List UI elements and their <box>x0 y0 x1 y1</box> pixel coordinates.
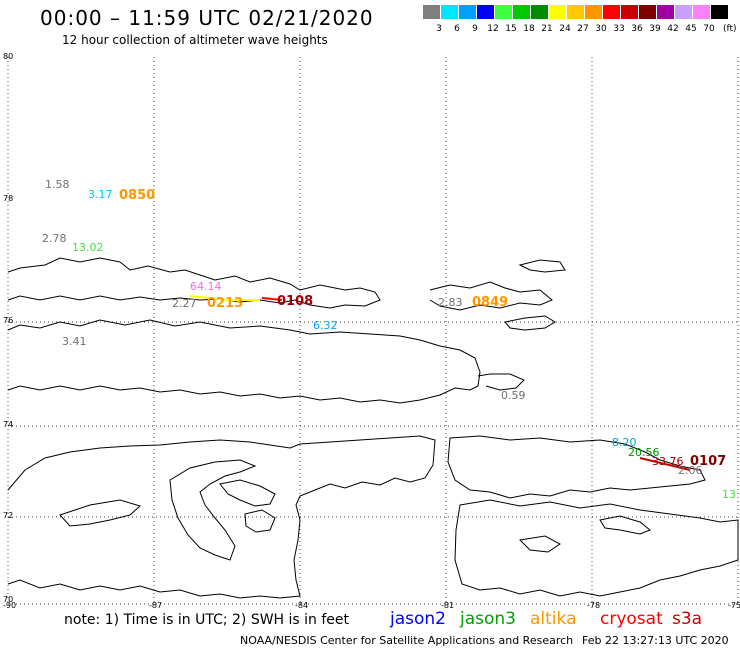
scale-label: 12 <box>487 24 499 34</box>
track-altika <box>189 295 260 301</box>
coastline-nw-point <box>518 259 566 273</box>
coastline-islands-b <box>244 509 276 533</box>
coastline-inner-bay <box>169 459 257 561</box>
pass-time-label: 0213 <box>207 296 244 311</box>
coastline-west-inlet <box>59 499 141 527</box>
scale-label: 70 <box>703 24 715 34</box>
scale-swatch <box>711 5 728 19</box>
wave-height-label: 2.83 <box>438 296 463 309</box>
scale-swatch <box>513 5 530 19</box>
scale-label: 24 <box>559 24 571 34</box>
scale-label: 18 <box>523 24 535 34</box>
page-title: 00:00 – 11:59 UTC 02/21/2020 <box>40 6 374 30</box>
coastline-east-lobe <box>504 315 556 331</box>
pass-time-label: 0108 <box>277 294 314 309</box>
scale-label: 6 <box>454 24 460 34</box>
scale-swatch <box>495 5 512 19</box>
pass-time-label: 0849 <box>472 295 509 310</box>
scale-swatch <box>675 5 692 19</box>
coastline-baffin-west <box>7 435 436 599</box>
scale-unit: (ft) <box>723 24 737 34</box>
satellite-legend-s3a: s3a <box>672 609 703 629</box>
satellite-legend-cryosat: cryosat <box>600 609 663 629</box>
coastline-islands-a <box>219 479 276 507</box>
wave-height-label: 8.20 <box>612 436 637 449</box>
scale-swatch <box>603 5 620 19</box>
lat-label-78: 78 <box>3 194 14 203</box>
satellite-legend-jason2: jason2 <box>390 609 446 629</box>
wave-height-label: 3.41 <box>62 335 87 348</box>
wave-height-label: 3.17 <box>88 188 113 201</box>
scale-label: 27 <box>577 24 589 34</box>
scale-swatch <box>693 5 710 19</box>
scale-swatch <box>531 5 548 19</box>
scale-label: 3 <box>436 24 442 34</box>
scale-label: 36 <box>631 24 643 34</box>
coastlines <box>7 257 739 599</box>
scale-label: 15 <box>505 24 517 34</box>
wave-height-label: 20.56 <box>628 446 660 459</box>
scale-swatch <box>567 5 584 19</box>
scale-label: 39 <box>649 24 661 34</box>
generation-timestamp: Feb 22 13:27:13 UTC 2020 <box>582 634 729 647</box>
credit-line: NOAA/NESDIS Center for Satellite Applica… <box>240 634 574 647</box>
wave-height-label: 2.27 <box>172 297 197 310</box>
coastline-mid-east-spur <box>477 373 525 391</box>
graticule <box>7 57 739 605</box>
coastline-southeast <box>454 499 739 597</box>
scale-label: 9 <box>472 24 478 34</box>
wave-height-label: 13.02 <box>72 241 104 254</box>
scale-swatch <box>423 5 440 19</box>
lat-label-70: 70 <box>3 595 14 604</box>
coastline-mid-island <box>7 319 481 404</box>
pass-time-label: 0107 <box>690 454 727 469</box>
wave-height-label: 13. <box>722 488 740 501</box>
scale-swatch <box>585 5 602 19</box>
scale-swatch <box>549 5 566 19</box>
wave-height-label: 0.59 <box>501 389 526 402</box>
pass-time-label: 0850 <box>119 188 156 203</box>
scale-label: 45 <box>685 24 697 34</box>
track-s3a <box>639 457 691 471</box>
coastline-east-strip <box>429 281 553 311</box>
lat-label-74: 74 <box>3 420 14 429</box>
scale-label: 33 <box>613 24 625 34</box>
coastline-baffin-east <box>447 435 706 499</box>
scale-label: 30 <box>595 24 607 34</box>
scale-swatch <box>477 5 494 19</box>
lon-label-81: -81 <box>441 601 455 610</box>
scale-swatch <box>621 5 638 19</box>
page-subtitle: 12 hour collection of altimeter wave hei… <box>62 33 328 47</box>
footer-note: note: 1) Time is in UTC; 2) SWH is in fe… <box>64 612 350 628</box>
lat-label-80: 80 <box>3 52 14 61</box>
wave-height-label: 2.06 <box>678 464 703 477</box>
wave-height-label: 33.76 <box>652 455 684 468</box>
satellite-legend-jason3: jason3 <box>460 609 516 629</box>
scale-swatch <box>441 5 458 19</box>
scale-label: 21 <box>541 24 553 34</box>
wave-height-label: 1.58 <box>45 178 70 191</box>
lat-label-72: 72 <box>3 511 14 520</box>
lon-label-84: -84 <box>295 601 309 610</box>
coastline-se-inlets <box>518 515 651 553</box>
track-cryosat <box>261 297 283 301</box>
scale-swatch <box>459 5 476 19</box>
satellite-legend-altika: altika <box>530 609 577 629</box>
wave-height-label: 2.78 <box>42 232 67 245</box>
lon-label-78: -78 <box>587 601 601 610</box>
lon-label-75: -75 <box>728 601 740 610</box>
wave-height-label: 6.32 <box>313 319 338 332</box>
coastline-north-island <box>7 257 381 309</box>
lat-label-76: 76 <box>3 316 14 325</box>
lon-label-87: -87 <box>149 601 163 610</box>
lon-label-90: -90 <box>3 601 17 610</box>
scale-label: 42 <box>667 24 679 34</box>
satellite-tracks <box>189 295 691 471</box>
scale-swatch <box>657 5 674 19</box>
wave-height-label: 64.14 <box>190 280 222 293</box>
scale-swatch <box>639 5 656 19</box>
